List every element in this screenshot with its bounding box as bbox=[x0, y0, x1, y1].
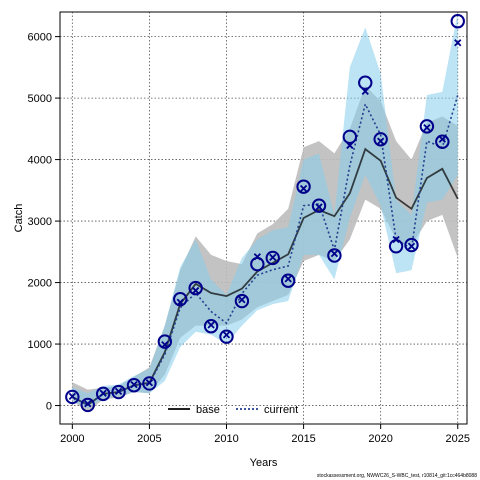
legend-label-base: base bbox=[196, 404, 220, 416]
observed-point-2020 bbox=[373, 132, 388, 147]
predicted-mark-2024 bbox=[438, 135, 446, 143]
predicted-mark-2003 bbox=[114, 387, 123, 396]
predicted-mark-2013 bbox=[269, 253, 277, 261]
observed-point-2005 bbox=[142, 376, 157, 391]
predicted-mark-2014 bbox=[284, 275, 292, 283]
predicted-mark-2019 bbox=[361, 87, 369, 95]
y-tick-label-0: 0 bbox=[46, 401, 52, 413]
predicted-mark-2005 bbox=[145, 379, 154, 387]
x-tick-label-2025: 2025 bbox=[446, 433, 470, 445]
predicted-mark-2022 bbox=[407, 242, 416, 250]
observed-point-2009 bbox=[203, 319, 219, 334]
series-lines bbox=[71, 94, 459, 406]
predicted-mark-2004 bbox=[130, 381, 138, 389]
observed-point-2018 bbox=[342, 129, 358, 145]
plot-frame bbox=[59, 11, 468, 425]
predicted-mark-2008 bbox=[192, 286, 200, 295]
y-tick-label-6000: 6000 bbox=[28, 32, 52, 44]
x-axis-label: Years bbox=[250, 457, 278, 469]
observed-point-2015 bbox=[296, 179, 311, 194]
observed-point-2014 bbox=[280, 273, 296, 288]
predicted-mark-2021 bbox=[392, 235, 400, 244]
observed-point-2019 bbox=[358, 75, 373, 90]
predicted-mark-2000 bbox=[68, 392, 76, 400]
predicted-mark-2020 bbox=[377, 137, 385, 145]
observed-point-2001 bbox=[80, 397, 95, 413]
grid-lines bbox=[60, 12, 467, 424]
predicted-marks bbox=[68, 39, 462, 408]
observed-point-2002 bbox=[95, 386, 111, 402]
observed-point-2024 bbox=[435, 134, 450, 149]
predicted-mark-2012 bbox=[253, 253, 261, 261]
x-tick-label-2000: 2000 bbox=[60, 433, 84, 445]
x-tick-label-2010: 2010 bbox=[214, 433, 238, 445]
footnote: stockassessment.org, NWWC26_S-WBC_test, … bbox=[317, 473, 477, 479]
observed-point-2007 bbox=[173, 291, 188, 307]
y-tick-label-5000: 5000 bbox=[28, 93, 52, 105]
observed-point-2003 bbox=[111, 384, 126, 400]
y-tick-label-1000: 1000 bbox=[28, 339, 52, 351]
observed-point-2017 bbox=[327, 248, 342, 263]
predicted-mark-2017 bbox=[330, 250, 339, 258]
confidence-bands bbox=[72, 12, 458, 412]
y-axis: 0 1000 2000 3000 4000 5000 6000 bbox=[28, 32, 60, 413]
observed-point-2011 bbox=[234, 293, 250, 309]
predicted-mark-2001 bbox=[84, 400, 92, 408]
y-axis-label: Catch bbox=[13, 204, 25, 233]
predicted-mark-2016 bbox=[315, 203, 323, 211]
x-axis: 2000 2005 2010 2015 2020 2025 bbox=[60, 424, 470, 445]
predicted-mark-2010 bbox=[222, 331, 231, 339]
predicted-mark-2006 bbox=[161, 341, 169, 349]
observed-points bbox=[65, 14, 465, 413]
predicted-mark-2023 bbox=[423, 123, 431, 132]
x-tick-label-2005: 2005 bbox=[137, 433, 161, 445]
observed-point-2025 bbox=[450, 14, 465, 29]
predicted-mark-2002 bbox=[99, 389, 107, 397]
y-tick-label-4000: 4000 bbox=[28, 155, 52, 167]
band-current bbox=[72, 12, 458, 409]
observed-point-2010 bbox=[219, 329, 234, 344]
observed-point-2023 bbox=[419, 119, 435, 134]
series-line-base bbox=[71, 147, 459, 406]
predicted-mark-2025 bbox=[454, 39, 462, 47]
observed-point-2022 bbox=[404, 237, 419, 253]
predicted-mark-2018 bbox=[346, 141, 354, 150]
y-tick-label-3000: 3000 bbox=[28, 216, 52, 228]
x-tick-label-2020: 2020 bbox=[368, 433, 392, 445]
legend-label-current: current bbox=[264, 404, 298, 416]
observed-point-2004 bbox=[126, 378, 142, 393]
predicted-mark-2009 bbox=[207, 321, 215, 329]
observed-point-2008 bbox=[188, 280, 203, 296]
x-tick-label-2015: 2015 bbox=[291, 433, 315, 445]
predicted-mark-2015 bbox=[299, 184, 308, 193]
legend: base current bbox=[168, 404, 298, 416]
predicted-mark-2007 bbox=[176, 298, 184, 306]
observed-point-2013 bbox=[265, 250, 280, 266]
observed-point-2006 bbox=[157, 334, 173, 349]
observed-point-2000 bbox=[65, 389, 80, 405]
y-tick-label-2000: 2000 bbox=[28, 278, 52, 290]
observed-point-2016 bbox=[311, 198, 327, 213]
predicted-mark-2011 bbox=[238, 296, 246, 304]
